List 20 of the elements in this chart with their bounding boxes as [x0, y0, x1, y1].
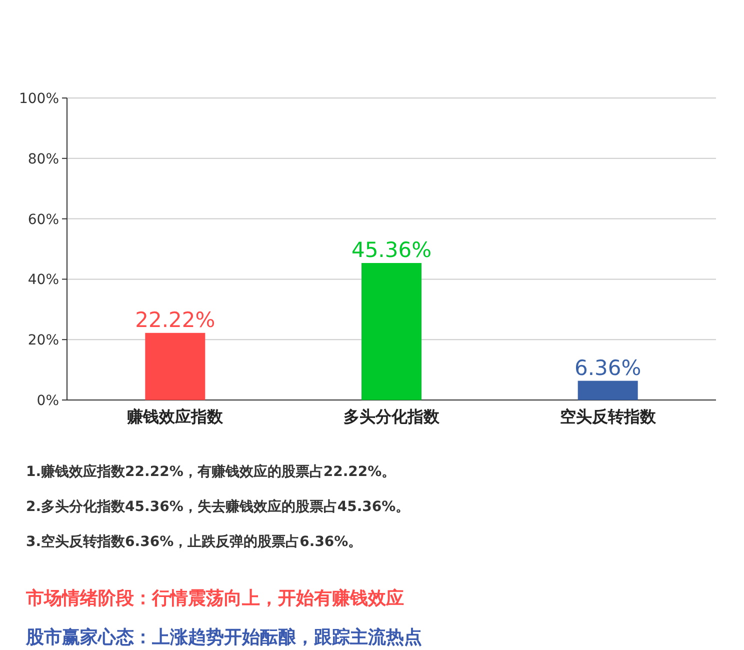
y-tick-label: 100%	[18, 91, 59, 107]
x-tick-label: 多头分化指数	[344, 407, 440, 426]
text: 股市赢家心态：上涨趋势开始酝酿，跟踪主流热点	[25, 627, 422, 648]
bar	[145, 332, 206, 400]
y-tick-label: 0%	[36, 393, 59, 409]
x-tick-label: 赚钱效应指数	[126, 407, 224, 426]
bar	[578, 380, 638, 400]
text: 2.多头分化指数45.36%，失去赚钱效应的股票占45.36%。	[26, 498, 410, 515]
text: 3.空头反转指数6.36%，止跌反弹的股票占6.36%。	[26, 533, 362, 550]
y-tick-label: 80%	[28, 151, 59, 168]
data-label: 6.36%	[574, 356, 642, 380]
y-tick-label: 20%	[28, 332, 59, 349]
text: 市场情绪阶段：行情震荡向上，开始有赚钱效应	[25, 588, 404, 609]
data-label: 22.22%	[135, 308, 216, 332]
y-tick-label: 40%	[28, 272, 59, 288]
data-label: 45.36%	[351, 238, 432, 262]
bar	[362, 263, 422, 400]
x-tick-label: 空头反转指数	[560, 407, 657, 426]
text: 1.赚钱效应指数22.22%，有赚钱效应的股票占22.22%。	[26, 463, 396, 480]
y-tick-label: 60%	[28, 212, 59, 228]
